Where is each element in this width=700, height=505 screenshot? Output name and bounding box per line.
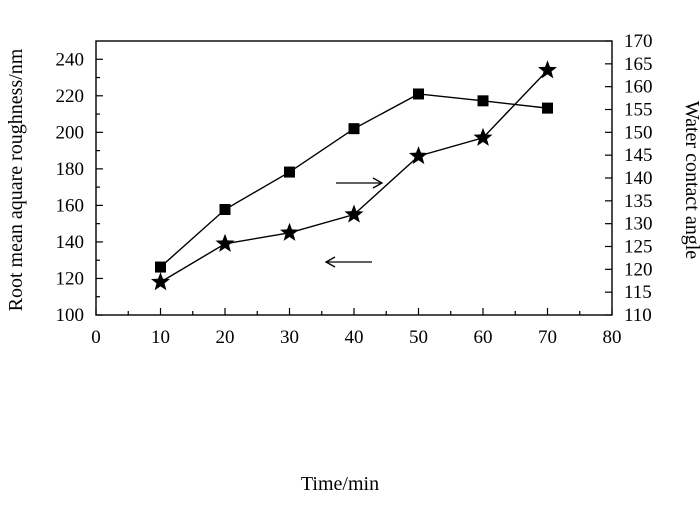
left-y-tick-label: 200 bbox=[56, 122, 85, 143]
x-tick-label: 60 bbox=[474, 327, 493, 348]
right-y-axis-title: Water contact angle bbox=[681, 101, 700, 259]
x-tick-label: 0 bbox=[91, 327, 101, 348]
left-y-axis-ticks: 100 120 140 160 180 200 220 240 bbox=[56, 49, 103, 326]
square-marker bbox=[477, 95, 489, 107]
left-y-axis-title: Root mean aquare roughness/nm bbox=[5, 48, 27, 311]
left-y-tick-label: 220 bbox=[56, 86, 85, 107]
left-y-tick-label: 100 bbox=[56, 305, 85, 326]
x-tick-label: 50 bbox=[409, 327, 428, 348]
star-marker bbox=[279, 222, 300, 241]
square-marker bbox=[542, 102, 553, 114]
series-layer bbox=[150, 60, 558, 291]
square-marker bbox=[413, 88, 424, 100]
star-marker bbox=[150, 272, 171, 291]
left-y-tick-label: 120 bbox=[56, 268, 85, 289]
square-marker bbox=[284, 166, 295, 178]
arrow-to-right-axis bbox=[336, 177, 384, 189]
star-marker bbox=[408, 146, 429, 165]
right-y-tick-label: 135 bbox=[624, 191, 653, 212]
right-y-tick-label: 130 bbox=[624, 214, 653, 235]
right-y-tick-label: 120 bbox=[624, 259, 653, 280]
right-y-tick-label: 140 bbox=[624, 168, 653, 189]
x-tick-label: 80 bbox=[603, 327, 622, 348]
square-marker bbox=[348, 123, 360, 135]
left-y-tick-label: 180 bbox=[56, 159, 85, 180]
star-marker bbox=[473, 127, 493, 146]
arrow-head bbox=[372, 177, 384, 189]
x-tick-label: 30 bbox=[280, 327, 299, 348]
right-y-tick-label: 165 bbox=[624, 54, 653, 75]
right-y-tick-label: 115 bbox=[624, 282, 652, 303]
left-y-tick-label: 140 bbox=[56, 232, 85, 253]
right-y-tick-label: 160 bbox=[624, 77, 653, 98]
star-marker bbox=[344, 204, 364, 223]
right-y-tick-label: 155 bbox=[624, 100, 653, 121]
star-marker bbox=[215, 233, 235, 252]
right-y-tick-label: 170 bbox=[624, 31, 653, 52]
arrow-to-left-axis bbox=[324, 256, 372, 268]
star-marker bbox=[537, 60, 558, 79]
square-marker bbox=[219, 204, 231, 216]
left-y-tick-label: 160 bbox=[56, 195, 85, 216]
left-y-tick-label: 240 bbox=[56, 49, 85, 70]
x-tick-label: 40 bbox=[345, 327, 364, 348]
annotation-layer bbox=[324, 177, 384, 268]
x-tick-label: 20 bbox=[216, 327, 235, 348]
x-tick-label: 70 bbox=[538, 327, 557, 348]
right-y-tick-label: 145 bbox=[624, 145, 653, 166]
right-y-tick-label: 110 bbox=[624, 305, 652, 326]
x-axis-title: Time/min bbox=[301, 473, 379, 495]
x-axis-ticks: 0 10 20 30 40 50 60 70 80 bbox=[91, 308, 622, 348]
square-marker bbox=[155, 261, 166, 273]
arrow-head bbox=[324, 256, 336, 268]
right-y-tick-label: 150 bbox=[624, 122, 653, 143]
x-tick-label: 10 bbox=[151, 327, 170, 348]
right-y-tick-label: 125 bbox=[624, 237, 653, 258]
